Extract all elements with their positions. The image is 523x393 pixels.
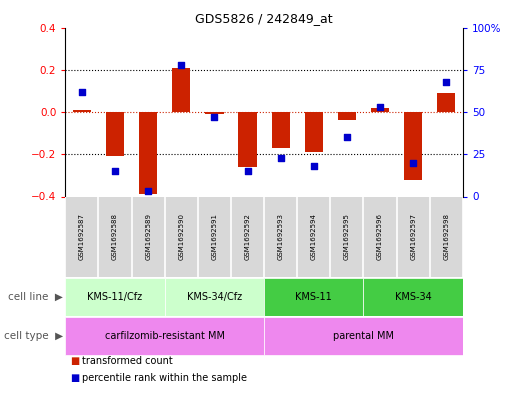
Point (442, 79, 450, 85)
Point (144, 188, 152, 195)
Bar (305, 112, 323, 152)
Text: GSM1692598: GSM1692598 (444, 213, 449, 260)
Point (210, 114, 219, 120)
Text: ■: ■ (71, 373, 80, 383)
Point (111, 168, 119, 174)
Bar (271, 112, 290, 148)
Text: cell type  ▶: cell type ▶ (4, 331, 63, 341)
Point (343, 134, 351, 140)
Bar (139, 112, 157, 195)
Title: GDS5826 / 242849_at: GDS5826 / 242849_at (195, 12, 333, 25)
Point (310, 163, 318, 169)
Bar (363, 278, 463, 316)
Text: cell line  ▶: cell line ▶ (8, 292, 63, 302)
Text: GSM1692596: GSM1692596 (377, 213, 383, 260)
Point (243, 168, 252, 174)
Text: GSM1692594: GSM1692594 (311, 213, 317, 260)
Text: GSM1692593: GSM1692593 (278, 213, 283, 260)
Text: parental MM: parental MM (333, 331, 394, 341)
Bar (65, 317, 264, 355)
Text: ■: ■ (71, 356, 80, 366)
Text: KMS-34: KMS-34 (395, 292, 431, 302)
Text: GSM1692589: GSM1692589 (145, 213, 151, 260)
Bar (73, 110, 91, 112)
Bar (165, 278, 264, 316)
Text: percentile rank within the sample: percentile rank within the sample (82, 373, 247, 383)
Point (376, 104, 384, 110)
Text: transformed count: transformed count (82, 356, 173, 366)
Bar (371, 108, 389, 112)
Point (78, 88, 86, 95)
Point (177, 62, 186, 68)
Point (277, 154, 285, 161)
Bar (238, 112, 257, 167)
Text: KMS-34/Cfz: KMS-34/Cfz (187, 292, 242, 302)
Bar (106, 112, 124, 156)
Text: GSM1692597: GSM1692597 (410, 213, 416, 260)
Bar (264, 317, 463, 355)
Text: GSM1692591: GSM1692591 (211, 213, 218, 260)
Text: GSM1692588: GSM1692588 (112, 213, 118, 260)
Bar (404, 112, 422, 180)
Text: GSM1692590: GSM1692590 (178, 213, 184, 260)
Text: GSM1692592: GSM1692592 (245, 213, 251, 260)
Bar (172, 68, 190, 112)
Text: KMS-11/Cfz: KMS-11/Cfz (87, 292, 143, 302)
Text: GSM1692595: GSM1692595 (344, 213, 350, 260)
Text: KMS-11: KMS-11 (295, 292, 332, 302)
Bar (206, 112, 223, 114)
Text: GSM1692587: GSM1692587 (79, 213, 85, 260)
Text: carfilzomib-resistant MM: carfilzomib-resistant MM (105, 331, 225, 341)
Bar (264, 278, 363, 316)
Bar (437, 93, 456, 112)
Point (409, 160, 417, 166)
Bar (338, 112, 356, 120)
Bar (65, 278, 165, 316)
